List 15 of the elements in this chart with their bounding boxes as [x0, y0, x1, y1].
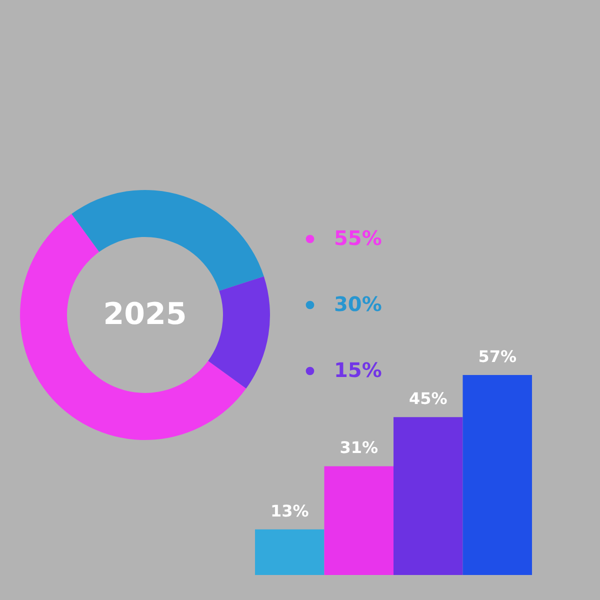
legend-label: 15% [334, 358, 382, 382]
bar [394, 417, 463, 575]
donut-slice [208, 276, 270, 388]
bar [255, 529, 324, 575]
legend-label: 30% [334, 292, 382, 316]
donut-slice [72, 190, 264, 291]
data-label: 57% [478, 347, 517, 366]
data-label: 31% [340, 438, 378, 458]
bar [462, 375, 532, 575]
donut-slice [20, 214, 246, 440]
bar [324, 466, 394, 575]
text: 2025 [103, 297, 187, 332]
data-label: 13% [270, 501, 309, 520]
data-label: 45% [408, 389, 448, 408]
legend-label: 55% [334, 226, 382, 250]
